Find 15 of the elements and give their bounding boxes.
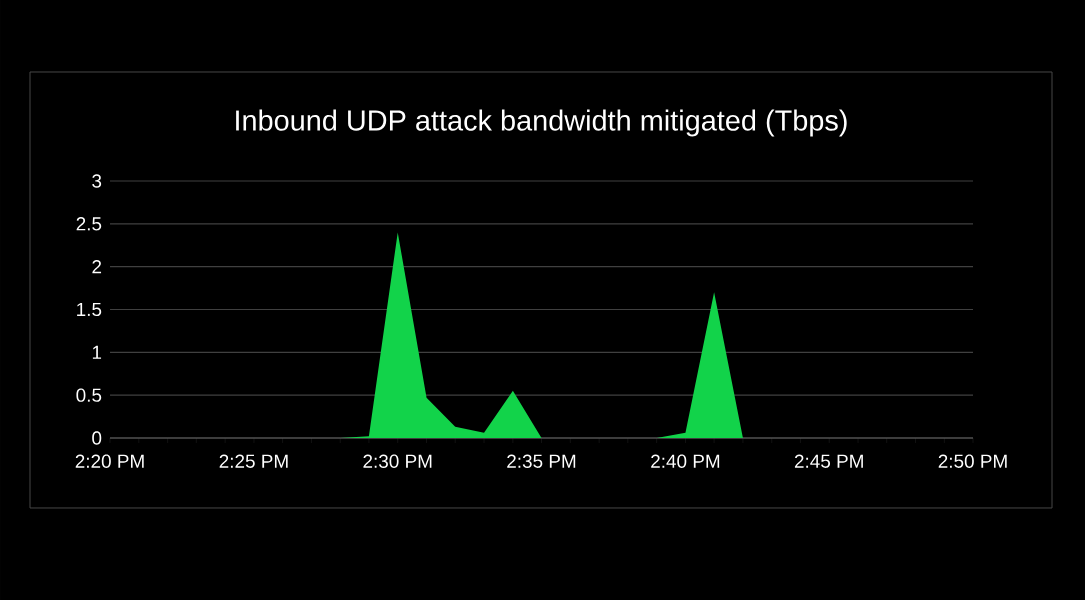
x-tick-label: 2:20 PM [75,454,144,468]
x-tick-label: 2:45 PM [794,454,863,468]
y-tick-label: 2.5 [76,217,102,231]
x-tick-label: 2:35 PM [507,454,576,468]
y-tick-label: 2 [92,260,102,274]
chart-title: Inbound UDP attack bandwidth mitigated (Tbps) [236,109,847,137]
y-tick-label: 1.5 [77,302,102,317]
x-tick-label: 2:30 PM [363,454,432,468]
y-tick-label: 1 [92,345,102,359]
y-tick-label: 0 [92,431,102,445]
y-tick-label: 0.5 [76,388,102,402]
x-tick-label: 2:25 PM [219,454,288,468]
y-tick-label: 3 [92,174,102,188]
x-tick-label: 2:40 PM [651,454,720,468]
x-tick-label: 2:50 PM [938,454,1007,468]
